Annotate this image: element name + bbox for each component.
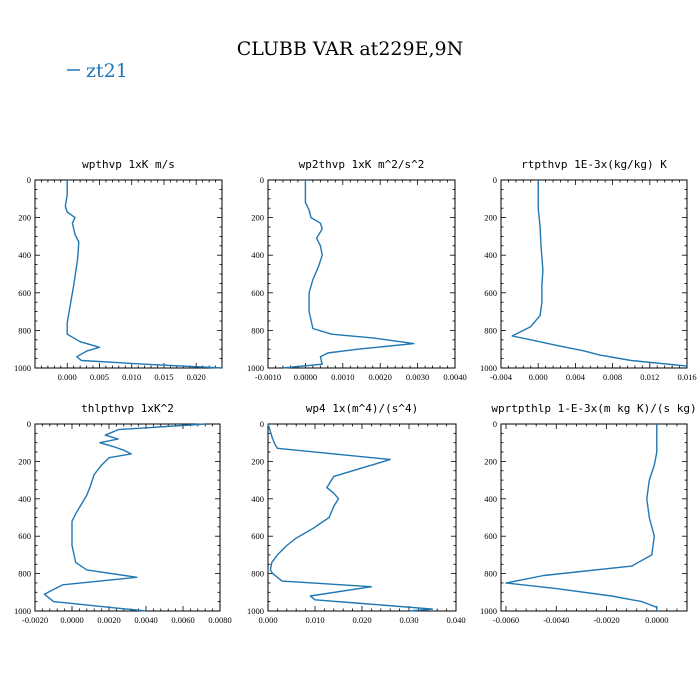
x-tick-label: 0.0000 — [645, 615, 668, 625]
y-tick-label: 0 — [27, 175, 31, 185]
y-tick-label: 1000 — [480, 606, 497, 616]
panel-title: rtpthvp 1E-3x(kg/kg) K — [521, 158, 667, 171]
y-tick-label: 200 — [18, 456, 31, 466]
y-tick-label: 0 — [493, 419, 497, 429]
x-tick-label: 0.040 — [446, 615, 465, 625]
plot-frame — [267, 423, 457, 612]
y-tick-label: 600 — [484, 531, 497, 541]
panel-1: wpthvp 1xK m/s 0 200 400 600 800 1000 0.000 0.00… — [14, 158, 223, 382]
series-line — [505, 424, 658, 611]
x-tick-label: -0.0020 — [22, 615, 48, 625]
x-tick-label: 0.015 — [154, 372, 173, 382]
x-tick-label: 0.010 — [122, 372, 141, 382]
x-tick-label: -0.0020 — [593, 615, 619, 625]
y-tick-label: 400 — [251, 250, 264, 260]
x-tick-label: 0.0020 — [97, 615, 120, 625]
plot-frame — [267, 179, 456, 369]
plot-frame — [34, 179, 223, 369]
y-tick-label: 0 — [260, 419, 264, 429]
panel-3: rtpthvp 1E-3x(kg/kg) K 0 200 400 600 800 1000-… — [480, 158, 697, 382]
panel-title: wp2thvp 1xK m^2/s^2 — [299, 158, 425, 171]
x-tick-label: 0.0040 — [134, 615, 157, 625]
y-tick-label: 800 — [251, 325, 264, 335]
series-line — [511, 180, 688, 367]
x-tick-label: 0.012 — [640, 372, 659, 382]
x-tick-label: 0.020 — [352, 615, 371, 625]
x-tick-label: 0.016 — [677, 372, 696, 382]
y-tick-label: 0 — [27, 419, 31, 429]
panel-title: wprtpthlp 1-E-3x(m kg K)/(s kg) — [491, 402, 696, 415]
x-tick-label: 0.000 — [529, 372, 548, 382]
legend-label: zt21 — [86, 60, 128, 82]
y-tick-label: 200 — [484, 213, 497, 223]
y-tick-label: 800 — [18, 325, 31, 335]
y-tick-label: 800 — [18, 569, 31, 579]
y-tick-label: 1000 — [480, 363, 497, 373]
plot-frame — [500, 423, 688, 612]
x-tick-label: 0.0000 — [294, 372, 317, 382]
y-tick-label: 1000 — [14, 606, 31, 616]
y-tick-label: 400 — [18, 494, 31, 504]
y-tick-label: 800 — [484, 569, 497, 579]
y-tick-label: 0 — [493, 175, 497, 185]
x-tick-label: -0.004 — [490, 372, 513, 382]
panel-6: wprtpthlp 1-E-3x(m kg K)/(s kg) 0 200 400 60… — [480, 402, 697, 625]
y-tick-label: 0 — [260, 175, 264, 185]
x-tick-label: -0.0060 — [493, 615, 519, 625]
figure-title: CLUBB VAR at229E,9N — [237, 38, 463, 60]
panel-title: wp4 1x(m^4)/(s^4) — [306, 402, 419, 415]
x-tick-label: 0.0080 — [208, 615, 231, 625]
y-tick-label: 800 — [251, 569, 264, 579]
x-tick-label: 0.010 — [305, 615, 324, 625]
y-tick-label: 1000 — [247, 606, 264, 616]
y-tick-label: 400 — [18, 250, 31, 260]
y-tick-label: 600 — [18, 288, 31, 298]
x-tick-label: -0.0010 — [255, 372, 281, 382]
panel-title: thlpthvp 1xK^2 — [81, 402, 174, 415]
x-tick-label: 0.0060 — [171, 615, 194, 625]
y-tick-label: 200 — [251, 456, 264, 466]
series-line — [43, 423, 206, 612]
panel-title: wpthvp 1xK m/s — [82, 158, 175, 171]
y-tick-label: 200 — [251, 213, 264, 223]
series-line — [267, 423, 434, 612]
y-tick-label: 600 — [251, 288, 264, 298]
series-line — [64, 180, 223, 369]
x-tick-label: 0.020 — [187, 372, 206, 382]
y-tick-label: 600 — [18, 531, 31, 541]
y-tick-label: 400 — [484, 250, 497, 260]
x-tick-label: 0.0010 — [331, 372, 354, 382]
y-tick-label: 200 — [484, 456, 497, 466]
panel-4: thlpthvp 1xK^2 0 200 400 600 800 1000-0.0020 0.… — [14, 402, 232, 625]
x-tick-label: -0.0040 — [543, 615, 569, 625]
x-tick-label: 0.0020 — [369, 372, 392, 382]
y-tick-label: 400 — [251, 494, 264, 504]
legend: zt21 — [67, 60, 128, 82]
x-tick-label: 0.000 — [258, 615, 277, 625]
x-tick-label: 0.030 — [399, 615, 418, 625]
series-line — [282, 180, 415, 369]
y-tick-label: 600 — [251, 531, 264, 541]
x-tick-label: 0.0030 — [406, 372, 429, 382]
panel-2: wp2thvp 1xK m^2/s^2 0 200 400 600 800 1000-0.0… — [247, 158, 467, 382]
y-tick-label: 1000 — [247, 363, 264, 373]
y-tick-label: 200 — [18, 213, 31, 223]
y-tick-label: 600 — [484, 288, 497, 298]
x-tick-label: 0.0000 — [60, 615, 83, 625]
x-tick-label: 0.005 — [90, 372, 109, 382]
x-tick-label: 0.004 — [566, 372, 586, 382]
x-tick-label: 0.000 — [58, 372, 77, 382]
y-tick-label: 1000 — [14, 363, 31, 373]
y-tick-label: 400 — [484, 494, 497, 504]
x-tick-label: 0.008 — [603, 372, 622, 382]
x-tick-label: 0.0040 — [443, 372, 466, 382]
y-tick-label: 800 — [484, 325, 497, 335]
